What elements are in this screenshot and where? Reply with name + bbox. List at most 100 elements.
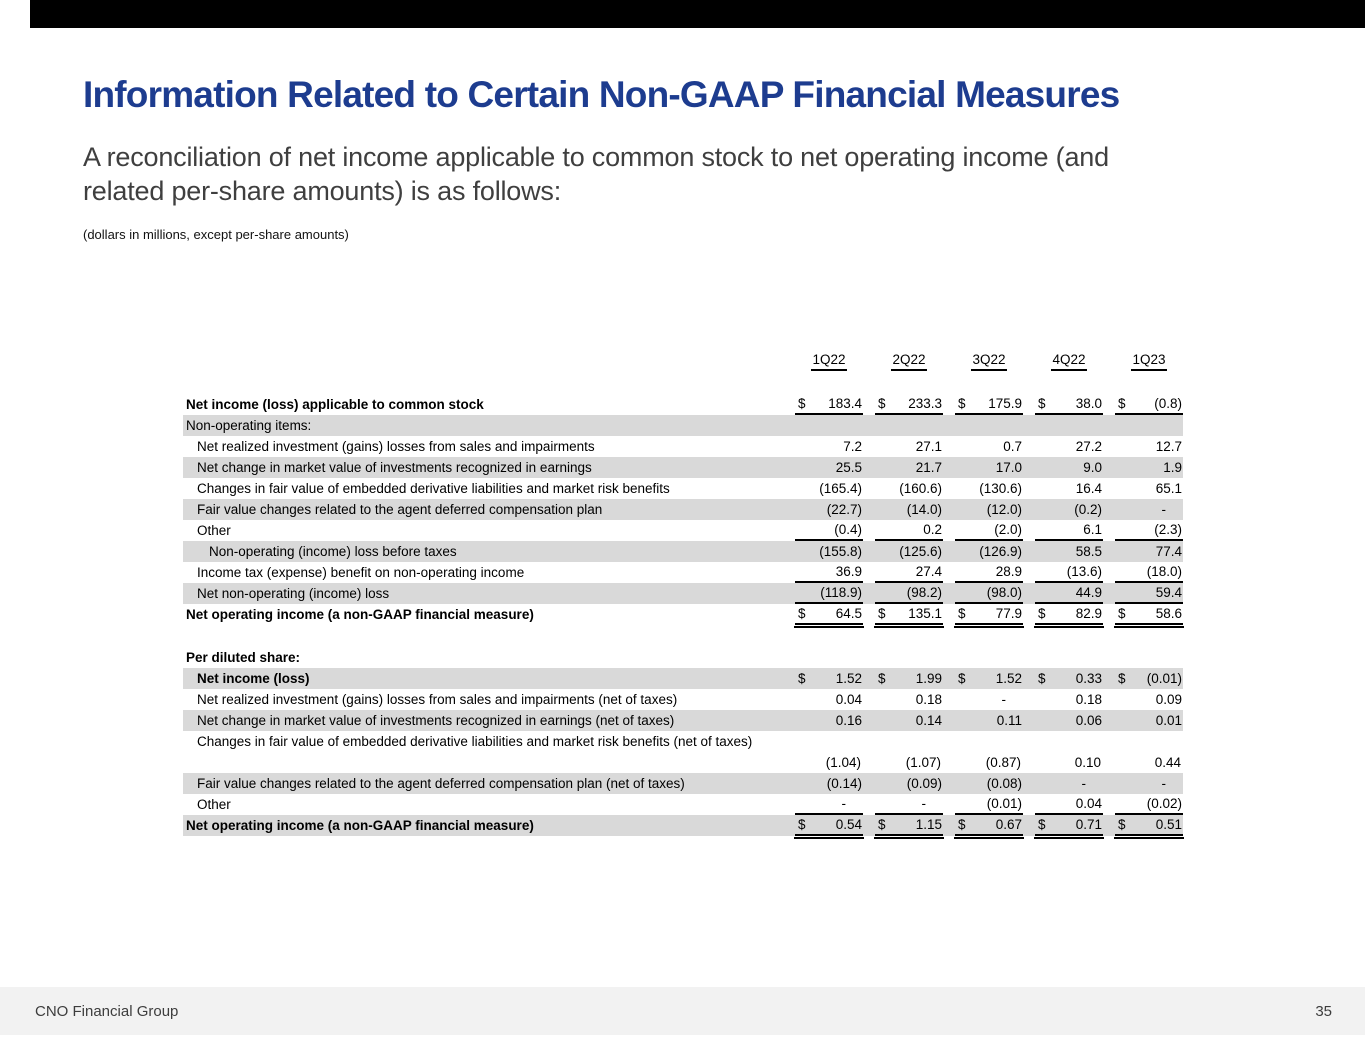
table-cell: 9.0 bbox=[1023, 457, 1103, 478]
cell-content: 44.9 bbox=[1035, 583, 1103, 604]
cell-content: - bbox=[1115, 499, 1183, 520]
table-cell: $0.54 bbox=[783, 815, 864, 839]
cell-content: $183.4 bbox=[795, 394, 863, 415]
cell-value: (0.87) bbox=[985, 755, 1021, 770]
table-row: Net income (loss) $1.52 $1.99 $1.52 $0.33 $ (0… bbox=[183, 668, 1183, 689]
cell-content: $233.3 bbox=[875, 394, 943, 415]
cell-content: 16.4 bbox=[1035, 478, 1103, 499]
table-cell: - bbox=[1103, 773, 1183, 794]
table-cell: (0.08) bbox=[943, 773, 1023, 794]
cell-value: 0.06 bbox=[1075, 713, 1102, 728]
cell-value: 7.2 bbox=[843, 439, 862, 454]
table-cell: 59.4 bbox=[1103, 583, 1183, 604]
currency-symbol: $ bbox=[1038, 817, 1046, 832]
cell-value: 175.9 bbox=[988, 396, 1022, 411]
table-cell: - bbox=[863, 794, 943, 815]
table-cell: 27.1 bbox=[863, 436, 943, 457]
cell-value: 16.4 bbox=[1075, 481, 1102, 496]
cell-content: 7.2 bbox=[795, 436, 863, 457]
table-cell: 0.44 bbox=[1102, 752, 1182, 773]
cell-content: (22.7) bbox=[795, 499, 863, 520]
cell-value: 0.33 bbox=[1075, 671, 1102, 686]
table-header-row: 1Q22 2Q22 3Q22 4Q22 1Q23 bbox=[183, 352, 1183, 372]
table-row: Net operating income (a non-GAAP financi… bbox=[183, 815, 1184, 839]
table-cell bbox=[1103, 647, 1183, 668]
cell-value: (125.6) bbox=[899, 544, 942, 559]
table-cell: $64.5 bbox=[783, 604, 864, 628]
table-cell: $1.52 bbox=[943, 668, 1023, 689]
table-row: Net income (loss) applicable to common s… bbox=[183, 394, 1183, 415]
cell-value: (155.8) bbox=[819, 544, 862, 559]
cell-content: (0.4) bbox=[795, 520, 863, 541]
cell-value: (98.0) bbox=[986, 585, 1022, 600]
footer-page-number: 35 bbox=[1315, 1002, 1332, 1020]
cell-content: $1.52 bbox=[955, 668, 1023, 689]
table-cell: $0.71 bbox=[1023, 815, 1104, 839]
table-cell bbox=[943, 647, 1023, 668]
cell-value: 38.0 bbox=[1075, 396, 1102, 411]
table-cell bbox=[863, 647, 943, 668]
cell-content: 27.1 bbox=[875, 436, 943, 457]
table-cell: (98.2) bbox=[863, 583, 943, 604]
cell-value: 233.3 bbox=[908, 396, 942, 411]
cell-content: (2.0) bbox=[955, 520, 1023, 541]
cell-content: 36.9 bbox=[795, 562, 863, 583]
row-label: Changes in fair value of embedded deriva… bbox=[197, 481, 670, 496]
cell-content: 27.4 bbox=[875, 562, 943, 583]
cell-value: (1.07) bbox=[905, 755, 941, 770]
cell-value: (160.6) bbox=[899, 481, 942, 496]
cell-value: 65.1 bbox=[1155, 481, 1182, 496]
cell-value: - bbox=[1001, 692, 1007, 707]
row-label: Non-operating items: bbox=[186, 418, 312, 433]
table-cell: 21.7 bbox=[863, 457, 943, 478]
cell-content: (0.09) bbox=[875, 773, 943, 794]
table-row: Net realized investment (gains) losses f… bbox=[183, 689, 1183, 710]
table-cell: $175.9 bbox=[943, 394, 1023, 415]
cell-value: 183.4 bbox=[828, 396, 862, 411]
table-cell: $ (0.8) bbox=[1103, 394, 1183, 415]
cell-content: (1.07) bbox=[874, 752, 942, 773]
row-label: Net realized investment (gains) losses f… bbox=[197, 692, 678, 707]
cell-content: 0.10 bbox=[1034, 752, 1102, 773]
row-label: Net change in market value of investment… bbox=[197, 460, 592, 475]
column-header-text: 3Q22 bbox=[955, 352, 1023, 371]
cell-content: $0.71 bbox=[1034, 815, 1104, 839]
currency-symbol: $ bbox=[958, 671, 966, 686]
table-cell: $38.0 bbox=[1023, 394, 1103, 415]
table-cell: (13.6) bbox=[1023, 562, 1103, 583]
cell-value: 0.16 bbox=[835, 713, 862, 728]
cell-value: 6.1 bbox=[1083, 522, 1102, 537]
cell-value: 1.52 bbox=[835, 671, 862, 686]
table-row: Net change in market value of investment… bbox=[183, 710, 1183, 731]
cell-value: (0.02) bbox=[1146, 796, 1182, 811]
cell-value: 27.1 bbox=[915, 439, 942, 454]
table-cell: 0.18 bbox=[863, 689, 943, 710]
cell-value: 0.18 bbox=[915, 692, 942, 707]
table-row: Other - - (0.01) 0.04 (0.02) bbox=[183, 794, 1183, 815]
table-cell: 0.04 bbox=[1023, 794, 1103, 815]
table-cell: (14.0) bbox=[863, 499, 943, 520]
table-cell: 0.11 bbox=[943, 710, 1023, 731]
cell-content: (98.2) bbox=[875, 583, 943, 604]
column-header-text: 1Q22 bbox=[795, 352, 863, 371]
table-cell: 1.9 bbox=[1103, 457, 1183, 478]
currency-symbol: $ bbox=[798, 671, 806, 686]
table-cell: (2.0) bbox=[943, 520, 1023, 541]
cell-content: 0.18 bbox=[875, 689, 943, 710]
table-cell: 0.7 bbox=[943, 436, 1023, 457]
cell-value: 0.14 bbox=[915, 713, 942, 728]
table-cell: (118.9) bbox=[783, 583, 863, 604]
table-cell: (0.09) bbox=[863, 773, 943, 794]
cell-content: (118.9) bbox=[795, 583, 863, 604]
cell-content: $0.33 bbox=[1035, 668, 1103, 689]
cell-content bbox=[795, 647, 863, 668]
cell-content: $0.54 bbox=[794, 815, 864, 839]
cell-value: 0.7 bbox=[1003, 439, 1022, 454]
cell-value: (13.6) bbox=[1066, 564, 1102, 579]
cell-content: 0.44 bbox=[1114, 752, 1182, 773]
footer-company: CNO Financial Group bbox=[35, 1002, 179, 1020]
table-cell: 0.2 bbox=[863, 520, 943, 541]
cell-value: (14.0) bbox=[906, 502, 942, 517]
slide-subtitle: A reconciliation of net income applicabl… bbox=[83, 140, 1303, 208]
table-header-spacer bbox=[183, 352, 783, 372]
